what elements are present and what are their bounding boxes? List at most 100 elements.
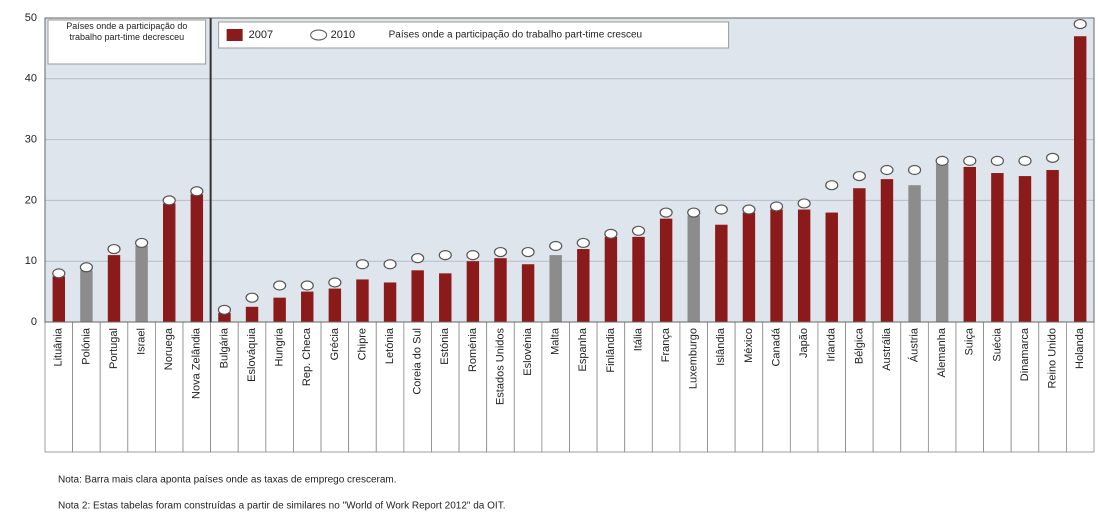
marker [217,304,232,315]
category-cell [596,321,626,453]
bar [80,270,93,322]
marker [549,240,563,252]
marker [190,186,204,197]
marker [769,201,784,212]
bar [163,203,176,322]
marker [880,164,894,176]
bar [659,218,673,322]
marker [714,204,728,215]
bar [135,246,148,322]
marker [687,207,701,218]
x-tick-label: Lituânia [53,327,65,366]
x-tick-label: Irlanda [826,327,838,362]
bar [715,224,728,322]
bar [1046,170,1059,322]
annotation-wrap: Países onde a participação do trabalho p… [66,21,188,42]
marker [245,292,259,303]
x-tick-label: Eslovénia [522,327,534,376]
bar [245,306,259,322]
bar [411,270,424,322]
bar [190,194,204,322]
y-tick-label: 30 [25,134,37,146]
bar [797,209,811,322]
x-tick-label: Eslováquia [246,327,258,382]
x-tick-label: Noruega [163,327,175,370]
marker [825,180,839,191]
x-tick-label: Suécia [991,327,1003,362]
marker [659,207,673,218]
x-tick-label: Reino Unido [1046,328,1058,389]
marker [493,246,508,258]
bar [577,249,590,322]
bar [935,163,949,322]
bar [991,173,1004,322]
category-cell [624,321,653,453]
bar [604,236,618,322]
category-cell [348,321,377,453]
x-tick-label: Rep. Checa [301,327,313,386]
marker [135,237,149,249]
marker [907,164,922,176]
legend-swatch [310,29,328,41]
bar [218,312,231,322]
bar [908,185,921,322]
marker [383,259,397,270]
x-tick-label: Alemanha [936,327,948,377]
marker [355,259,370,270]
category-cell [817,321,846,453]
x-tick-label: Estónia [439,327,451,365]
marker [521,246,535,258]
y-tick-label: 10 [25,255,37,267]
annotation: Países onde a participação do trabalho p… [66,21,188,42]
marker [328,277,342,288]
marker [52,268,66,279]
marker [631,225,646,236]
category-cell [182,321,212,453]
marker [107,243,121,255]
marker [1045,152,1060,163]
bar [853,188,866,322]
bar [439,273,452,322]
x-tick-label: Bulgária [218,327,230,368]
y-tick-label: 40 [25,73,37,85]
category-cell [651,321,681,453]
plot-border [44,17,1095,323]
x-tick-label: Nova Zelândia [191,327,203,399]
category-cell [486,321,515,453]
category-cell [458,321,488,453]
bar [687,215,700,322]
note: Nota: Barra mais clara aponta países ond… [58,475,397,486]
marker [935,155,949,166]
category-cell [955,321,984,453]
note: Nota 2: Estas tabelas foram construídas … [58,501,506,512]
marker [300,280,314,291]
x-tick-label: Polónia [80,327,92,365]
category-cell [44,321,74,453]
marker [162,195,176,206]
legend-swatch [226,29,243,41]
bar [742,212,756,322]
marker [1073,18,1087,30]
x-tick-label: Chipre [356,328,368,360]
marker [852,170,866,182]
marker [963,155,977,166]
x-tick-label: Israel [136,328,148,355]
x-tick-label: Portugal [108,328,120,369]
x-tick-label: Dinamarca [1019,327,1031,381]
category-cell [1065,321,1095,453]
bar [632,236,645,322]
category-cell [707,321,736,453]
x-tick-label: Austrália [881,327,893,371]
bar [521,264,535,322]
y-tick-label: 50 [25,12,37,24]
x-tick-label: Grécia [329,327,341,360]
category-cell [789,321,819,453]
x-tick-label: Holanda [1074,327,1086,369]
legend-label: 2010 [331,29,355,41]
category-cell [431,321,460,453]
marker [438,250,452,261]
bar [273,297,286,322]
x-tick-label: Suiça [964,327,976,355]
bar [356,279,369,322]
legend-box [218,21,730,49]
